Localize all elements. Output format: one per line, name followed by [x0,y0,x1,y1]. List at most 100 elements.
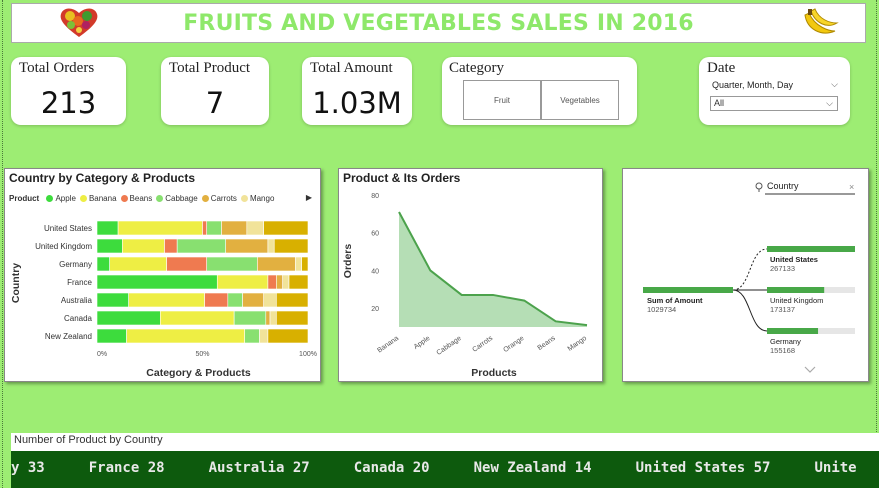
bar-segment[interactable] [269,310,277,326]
node-value: 173137 [770,305,795,314]
bar-segment[interactable] [166,256,208,272]
y-tick-label: France [67,278,92,287]
bar-segment[interactable] [265,310,271,326]
tree-connector [732,248,768,291]
chart-title: Country by Category & Products [9,171,196,185]
bar-segment[interactable] [263,220,309,236]
bar-segment[interactable] [267,238,275,254]
bar-segment[interactable] [267,274,277,290]
legend-next-icon[interactable]: ▶ [305,193,312,202]
bar-segment[interactable] [117,220,203,236]
node-bar[interactable] [767,328,819,334]
legend-item[interactable]: Apple [46,194,76,203]
bar-segment[interactable] [246,220,264,236]
bar-segment[interactable] [257,256,296,272]
legend-item[interactable]: Banana [79,194,117,203]
bar-segment[interactable] [96,310,161,326]
tree-connector [732,289,768,332]
bar-segment[interactable] [96,292,129,308]
bar-segment[interactable] [204,292,229,308]
bar-segment[interactable] [206,256,258,272]
root-bar[interactable] [643,287,733,293]
data-point[interactable] [522,299,526,303]
legend-item[interactable]: Beans [120,194,152,203]
bar-segment[interactable] [164,238,178,254]
legend-item[interactable]: Mango [240,194,275,203]
x-tick-label: Cabbage [436,335,463,357]
area-fill [399,211,587,327]
bar-segment[interactable] [259,328,269,344]
legend-item[interactable]: Carrots [201,194,237,203]
chevron-down-icon[interactable] [804,366,816,373]
legend-label: Mango [249,194,275,203]
bar-segment[interactable] [301,256,309,272]
bar-segment[interactable] [221,220,248,236]
bar-segment[interactable] [242,292,264,308]
bar-segment[interactable] [126,328,246,344]
chevron-down-icon[interactable]: ⌵ [831,79,838,89]
date-slicer: Date Quarter, Month, Day ⌵ All ⌵ [699,57,850,125]
x-tick-label: Mango [567,335,589,353]
bar-segment[interactable] [96,256,110,272]
legend-swatch [201,195,209,202]
data-point[interactable] [554,319,558,323]
ticker-label: Number of Product by Country [14,434,163,446]
bar-segment[interactable] [263,292,277,308]
category-option-fruit[interactable]: Fruit [463,80,541,120]
node-value: 155168 [770,346,795,355]
bar-segment[interactable] [109,256,167,272]
ticker-item: New Zealand 14 [473,460,592,476]
bar-segment[interactable] [227,292,243,308]
x-tick-label: 50% [195,351,209,358]
bar-segment[interactable] [96,328,127,344]
bar-segment[interactable] [276,292,309,308]
bar-segment[interactable] [122,238,165,254]
bar-segment[interactable] [267,328,309,344]
kpi-value: 7 [205,86,225,120]
bar-segment[interactable] [225,238,269,254]
bar-segment[interactable] [244,328,260,344]
data-point[interactable] [491,293,495,297]
bar-segment[interactable] [288,274,309,290]
bar-segment[interactable] [96,220,119,236]
node-label: United Kingdom [770,296,823,305]
x-tick-label: Orange [502,335,525,354]
x-tick-label: 100% [299,351,317,358]
bar-segment[interactable] [295,256,302,272]
data-point[interactable] [460,293,464,297]
legend-swatch [120,195,128,202]
category-option-vegetables[interactable]: Vegetables [541,80,619,120]
date-select[interactable]: All ⌵ [710,96,838,111]
country-chart-panel: Country by Category & Products Product A… [4,168,321,382]
data-point[interactable] [397,210,401,214]
data-point[interactable] [428,268,432,272]
bar-segment[interactable] [160,310,235,326]
bar-segment[interactable] [128,292,205,308]
date-slicer-label: Date [707,60,736,76]
x-tick-label: Carrots [471,335,494,354]
bar-segment[interactable] [96,274,218,290]
bar-segment[interactable] [176,238,227,254]
node-bar[interactable] [767,287,825,293]
node-bar[interactable] [767,246,855,252]
legend-swatch [240,195,248,202]
x-axis-label: Category & Products [146,367,251,379]
bar-segment[interactable] [282,274,290,290]
legend-item[interactable]: Cabbage [156,194,198,203]
close-icon[interactable]: × [849,182,854,192]
bar-segment[interactable] [276,274,283,290]
bar-segment[interactable] [276,310,309,326]
bar-segment[interactable] [233,310,267,326]
bar-segment[interactable] [202,220,208,236]
data-point[interactable] [585,323,589,327]
x-tick-label: Banana [376,335,400,355]
date-hierarchy-level[interactable]: Quarter, Month, Day [712,80,794,90]
chevron-down-icon: ⌵ [826,98,833,108]
bar-segment[interactable] [216,274,269,290]
legend-label: Banana [88,194,117,203]
bar-segment[interactable] [96,238,123,254]
ticker-item: y 33 [11,460,45,476]
bar-segment[interactable] [206,220,222,236]
bar-segment[interactable] [273,238,309,254]
search-box[interactable]: Country × [755,181,855,195]
